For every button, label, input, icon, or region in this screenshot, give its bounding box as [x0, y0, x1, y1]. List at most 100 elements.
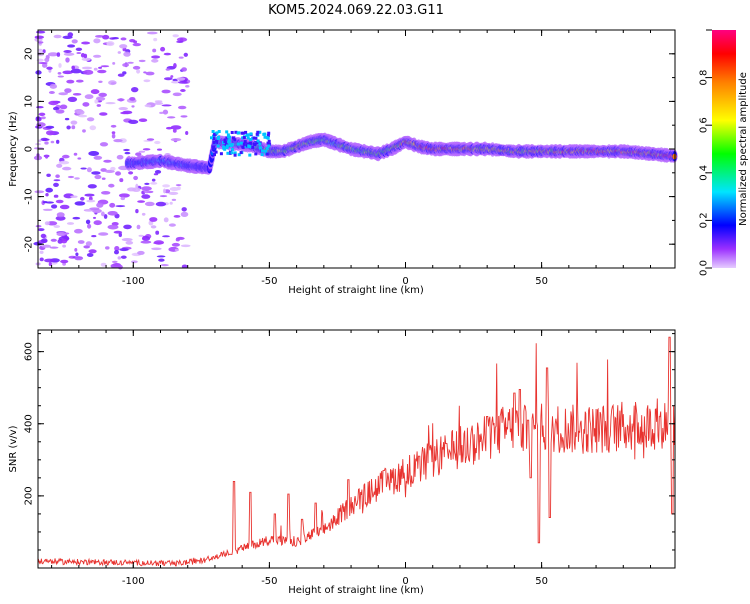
- snr-plot-area: [38, 330, 675, 568]
- ridge-block: [230, 131, 234, 134]
- noise-blob: [160, 46, 166, 52]
- noise-blob: [117, 73, 125, 77]
- ridge-block: [253, 143, 257, 146]
- noise-blob: [167, 116, 176, 119]
- noise-blob: [93, 155, 103, 160]
- noise-blob: [62, 244, 66, 248]
- colorbar-ticks: 0.0 0.2 0.4 0.6 0.8: [699, 29, 712, 276]
- colorbar-label: Normalized spectral amplitude: [738, 72, 749, 226]
- noise-blob: [180, 211, 189, 217]
- noise-blob: [66, 222, 75, 225]
- noise-blob: [143, 79, 151, 83]
- noise-blob: [72, 93, 82, 96]
- noise-blob: [85, 241, 92, 247]
- noise-blob: [151, 247, 162, 251]
- ridge-block: [258, 130, 262, 134]
- noise-blob: [178, 81, 188, 84]
- noise-blob: [56, 163, 63, 168]
- ridge-block: [256, 130, 260, 134]
- noise-blob: [118, 232, 123, 238]
- noise-blob: [154, 170, 162, 174]
- x-tick-label: -50: [261, 576, 277, 587]
- noise-blob: [74, 256, 84, 261]
- noise-blob: [48, 100, 59, 106]
- noise-blob: [138, 118, 148, 122]
- ridge-block: [244, 130, 248, 134]
- ridge-block: [234, 130, 238, 134]
- x-tick-label: 0: [402, 576, 408, 587]
- noise-blob: [53, 182, 59, 187]
- noise-blob: [77, 240, 85, 244]
- noise-blob: [39, 250, 44, 254]
- noise-blob: [88, 196, 93, 201]
- noise-blob: [170, 75, 174, 78]
- noise-blob: [185, 85, 190, 88]
- noise-blob: [116, 154, 124, 160]
- ridge-block: [265, 152, 269, 156]
- noise-blob: [55, 109, 65, 114]
- noise-blob: [57, 72, 62, 75]
- ridge-block: [212, 145, 215, 149]
- noise-blob: [82, 69, 94, 75]
- noise-blob: [53, 106, 60, 111]
- y-tick-label: 10: [24, 95, 35, 108]
- noise-blob: [115, 171, 122, 176]
- noise-blob: [178, 105, 187, 110]
- noise-blob: [122, 63, 129, 67]
- noise-blob: [132, 43, 141, 47]
- ridge-block: [266, 141, 270, 145]
- ridge-block: [245, 133, 249, 137]
- noise-blob: [111, 260, 118, 263]
- y-tick-label: 600: [24, 342, 35, 361]
- noise-blob: [135, 183, 139, 189]
- noise-blob: [185, 131, 189, 135]
- noise-blob: [97, 69, 107, 74]
- noise-blob: [142, 148, 151, 151]
- noise-blob: [45, 201, 54, 204]
- ridge-block: [217, 130, 221, 133]
- noise-blob: [163, 52, 171, 56]
- noise-blob: [44, 258, 55, 263]
- noise-blob: [34, 35, 44, 39]
- noise-blob: [38, 112, 46, 117]
- noise-blob: [133, 175, 139, 181]
- noise-blob: [83, 245, 90, 249]
- ridge-block: [248, 153, 252, 157]
- noise-blob: [62, 154, 70, 159]
- noise-blob: [61, 166, 72, 171]
- noise-blob: [120, 255, 127, 259]
- noise-blob: [59, 204, 70, 210]
- noise-blob: [49, 83, 57, 89]
- noise-blob: [117, 51, 122, 54]
- noise-blob: [144, 104, 152, 108]
- ridge-block: [254, 136, 258, 140]
- noise-blob: [131, 87, 139, 93]
- noise-blob: [37, 41, 44, 44]
- noise-blob: [150, 182, 158, 185]
- noise-blob: [53, 34, 62, 39]
- ridge-block: [225, 130, 229, 134]
- noise-blob: [173, 215, 181, 218]
- noise-blob: [63, 52, 75, 56]
- noise-blob: [91, 171, 101, 175]
- ridge-block: [249, 141, 252, 145]
- noise-blob: [88, 151, 100, 156]
- noise-blob: [171, 198, 177, 201]
- ridge-block: [243, 140, 247, 144]
- noise-blob: [124, 151, 131, 155]
- noise-blob: [113, 230, 123, 234]
- noise-blob: [76, 79, 84, 83]
- ridge-block: [233, 138, 237, 142]
- ridge-block: [223, 147, 227, 151]
- noise-blob: [50, 140, 55, 144]
- noise-blob: [38, 62, 48, 64]
- ridge-block: [267, 139, 271, 143]
- ridge-block: [236, 142, 240, 146]
- noise-blob: [98, 80, 103, 84]
- noise-blob: [159, 111, 164, 114]
- noise-blob: [158, 258, 165, 262]
- noise-blob: [98, 92, 107, 97]
- x-tick-label: -50: [261, 276, 277, 287]
- noise-blob: [57, 75, 64, 78]
